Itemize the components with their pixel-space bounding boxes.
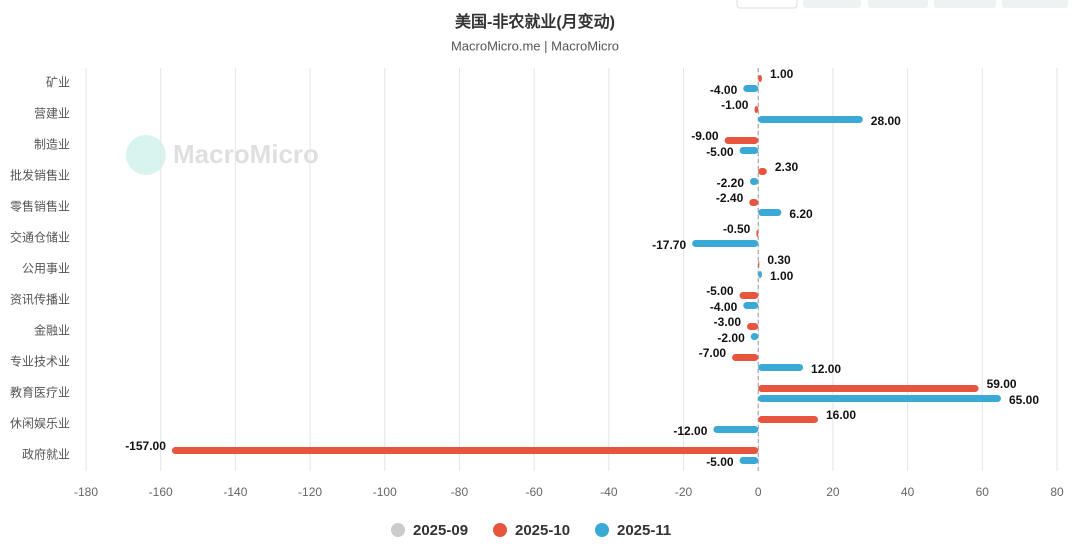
value-label: -2.20: [717, 176, 745, 190]
bar: [692, 240, 759, 247]
y-tick-label: 零售销售业: [10, 199, 70, 214]
bar: [739, 147, 759, 154]
value-label: -12.00: [673, 424, 707, 438]
legend-label[interactable]: 2025-11: [617, 522, 671, 539]
x-tick-label: -20: [675, 485, 693, 499]
value-label: -2.40: [716, 191, 744, 205]
value-label: 1.00: [770, 269, 794, 283]
x-tick-label: -120: [298, 485, 322, 499]
value-label: -4.00: [710, 83, 738, 97]
value-label: -2.00: [717, 331, 745, 345]
y-tick-label: 矿业: [46, 76, 70, 90]
y-tick-label: 交通仓储业: [10, 230, 70, 245]
y-tick-label: 公用事业: [22, 262, 70, 276]
bar: [758, 116, 863, 123]
value-label: 0.30: [767, 253, 791, 267]
bar: [758, 168, 767, 175]
chart-subtitle: MacroMicro.me | MacroMicro: [451, 38, 619, 53]
bar: [756, 230, 759, 237]
x-tick-label: 40: [901, 485, 915, 499]
bar: [758, 416, 818, 423]
value-label: 65.00: [1009, 393, 1039, 407]
toolbar-button[interactable]: [868, 0, 928, 8]
y-tick-label: 教育医疗业: [10, 385, 70, 400]
legend-marker[interactable]: [493, 523, 507, 537]
x-tick-label: -180: [74, 485, 98, 499]
y-tick-label: 资讯传播业: [10, 292, 70, 307]
value-label: -9.00: [691, 129, 719, 143]
x-tick-label: -140: [223, 485, 247, 499]
watermark: MacroMicro: [173, 139, 319, 169]
value-label: -3.00: [714, 315, 742, 329]
legend-marker[interactable]: [391, 523, 405, 537]
toolbar-button[interactable]: [1002, 0, 1068, 8]
bar: [758, 261, 760, 268]
x-tick-label: 80: [1050, 485, 1064, 499]
legend-label[interactable]: 2025-10: [515, 522, 570, 539]
x-tick-label: -80: [451, 485, 469, 499]
y-tick-label: 政府就业: [22, 447, 70, 462]
bar: [739, 292, 759, 299]
value-label: -17.70: [652, 238, 686, 252]
chart-title: 美国-非农就业(月变动): [455, 12, 615, 31]
bar: [754, 106, 759, 113]
bar: [750, 333, 759, 340]
y-tick-label: 制造业: [34, 138, 70, 152]
value-label: -1.00: [721, 98, 749, 112]
value-label: -4.00: [710, 300, 738, 314]
value-label: 28.00: [871, 114, 901, 128]
y-tick-label: 专业技术业: [10, 354, 70, 369]
x-tick-label: -100: [373, 485, 397, 499]
bar: [758, 271, 762, 278]
bar: [758, 364, 804, 371]
y-tick-label: 金融业: [34, 323, 70, 338]
x-tick-label: 20: [826, 485, 840, 499]
toolbar-button[interactable]: [934, 0, 996, 8]
value-label: -5.00: [706, 455, 734, 469]
bar: [743, 85, 759, 92]
x-tick-label: -40: [600, 485, 618, 499]
toolbar-button[interactable]: [736, 0, 798, 9]
y-tick-label: 休闲娱乐业: [10, 417, 70, 431]
bar: [749, 199, 759, 206]
bar: [713, 426, 759, 433]
bar: [732, 354, 759, 361]
value-label: 6.20: [789, 207, 813, 221]
bar: [758, 209, 782, 216]
x-tick-label: 0: [755, 485, 762, 499]
value-label: -5.00: [706, 284, 734, 298]
bar: [739, 457, 759, 464]
bar: [743, 302, 759, 309]
bar: [758, 385, 979, 392]
legend-label[interactable]: 2025-09: [413, 522, 468, 539]
toolbar-button[interactable]: [803, 0, 861, 8]
y-tick-label: 批发销售业: [10, 168, 70, 183]
value-label: -5.00: [706, 145, 734, 159]
x-tick-label: 60: [976, 485, 990, 499]
y-tick-label: 营建业: [34, 107, 70, 121]
value-label: -157.00: [125, 439, 166, 453]
bar: [750, 178, 759, 185]
value-label: 12.00: [811, 362, 841, 376]
value-label: 59.00: [987, 377, 1017, 391]
value-label: 16.00: [826, 408, 856, 422]
watermark-logo: [126, 135, 166, 175]
bar: [747, 323, 759, 330]
x-tick-label: -60: [525, 485, 543, 499]
value-label: -0.50: [723, 222, 751, 236]
x-tick-label: -160: [149, 485, 173, 499]
value-label: -7.00: [699, 346, 727, 360]
bar: [171, 447, 759, 454]
bar: [758, 75, 762, 82]
bar: [758, 395, 1001, 402]
bar: [724, 137, 759, 144]
value-label: 1.00: [770, 67, 794, 81]
legend-marker[interactable]: [595, 523, 609, 537]
value-label: 2.30: [775, 160, 799, 174]
